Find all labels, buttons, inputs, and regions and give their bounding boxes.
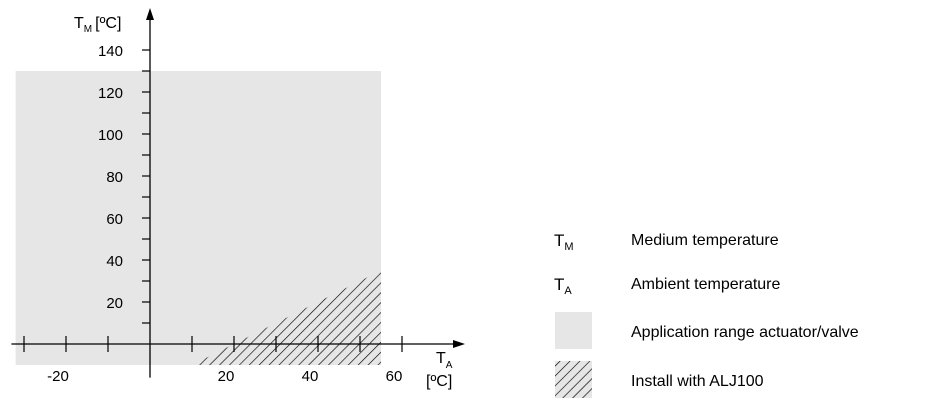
legend-swatch-solid: [555, 312, 592, 349]
region-application-range: [15, 71, 381, 365]
x-axis-symbol: TA: [436, 350, 453, 371]
y-tick-label: 80: [106, 169, 123, 186]
y-tick-label: 140: [98, 43, 123, 60]
y-tick-label: 40: [106, 253, 123, 270]
y-tick-label: 120: [98, 85, 123, 102]
legend-swatch-hatch: [555, 361, 592, 398]
y-tick-label: 100: [98, 127, 123, 144]
x-tick-label: 60: [386, 368, 403, 385]
x-axis-arrowhead: [453, 340, 465, 348]
regions-layer: [15, 71, 381, 365]
legend-item-ambient-temperature: TA Ambient temperature: [554, 275, 781, 297]
region-install-with-alj100: [192, 270, 381, 365]
x-tick-label: -20: [47, 368, 69, 385]
legend-item-medium-temperature: TM Medium temperature: [554, 231, 779, 253]
y-axis-arrowhead: [146, 8, 154, 20]
y-tick-label: 60: [106, 211, 123, 228]
legend-symbol-ta: TA: [554, 275, 572, 297]
legend: TM Medium temperature TA Ambient tempera…: [554, 231, 859, 398]
legend-label: Ambient temperature: [631, 276, 781, 293]
y-tick-label: 20: [106, 295, 123, 312]
legend-label: Install with ALJ100: [631, 373, 764, 390]
x-axis-unit: [ºC]: [426, 373, 452, 390]
legend-label: Medium temperature: [631, 232, 779, 249]
x-tick-label: 40: [302, 368, 319, 385]
legend-item-install-alj100: Install with ALJ100: [555, 361, 764, 398]
legend-symbol-tm: TM: [554, 231, 574, 253]
ticks-layer: -20 20 40 60 20 40 60 80 100 120 140: [23, 43, 403, 385]
legend-label: Application range actuator/valve: [631, 324, 859, 341]
x-tick-label: 20: [218, 368, 235, 385]
legend-item-application-range: Application range actuator/valve: [555, 312, 859, 349]
y-axis-title: TM [ºC]: [74, 15, 121, 35]
